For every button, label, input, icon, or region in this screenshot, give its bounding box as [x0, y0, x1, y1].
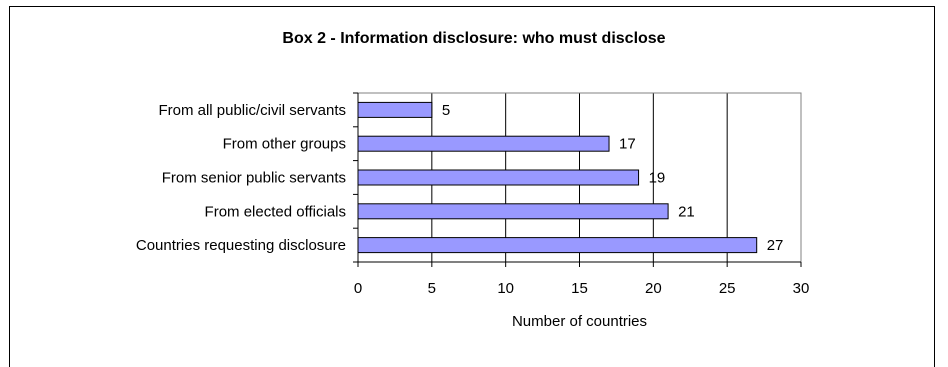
bar [357, 169, 640, 186]
x-tick-label: 0 [354, 280, 362, 297]
x-tick-label: 5 [428, 280, 436, 297]
x-tick-label: 10 [497, 280, 514, 297]
bar [357, 101, 433, 118]
category-label: From senior public servants [162, 170, 346, 187]
data-label: 19 [649, 170, 666, 187]
x-tick-label: 20 [645, 280, 662, 297]
data-label: 21 [678, 203, 695, 220]
bar [357, 135, 610, 152]
chart-title: Box 2 - Information disclosure: who must… [282, 30, 666, 47]
x-tick-label: 30 [793, 280, 810, 297]
data-label: 27 [767, 237, 784, 254]
bar [357, 237, 758, 254]
x-tick-label: 15 [571, 280, 588, 297]
data-label: 17 [619, 136, 636, 153]
axes: 0 5 10 15 20 25 30 From all public/civil servan… [136, 92, 810, 297]
x-axis-title: Number of countries [512, 313, 647, 330]
category-label: From other groups [223, 136, 346, 153]
bar [357, 203, 669, 220]
category-label: From all public/civil servants [158, 102, 346, 119]
category-label: From elected officials [205, 203, 346, 220]
data-label: 5 [442, 102, 450, 119]
category-label: Countries requesting disclosure [136, 237, 346, 254]
chart-frame [9, 6, 935, 367]
x-tick-label: 25 [719, 280, 736, 297]
bars: 5 17 19 21 27 [357, 101, 784, 254]
